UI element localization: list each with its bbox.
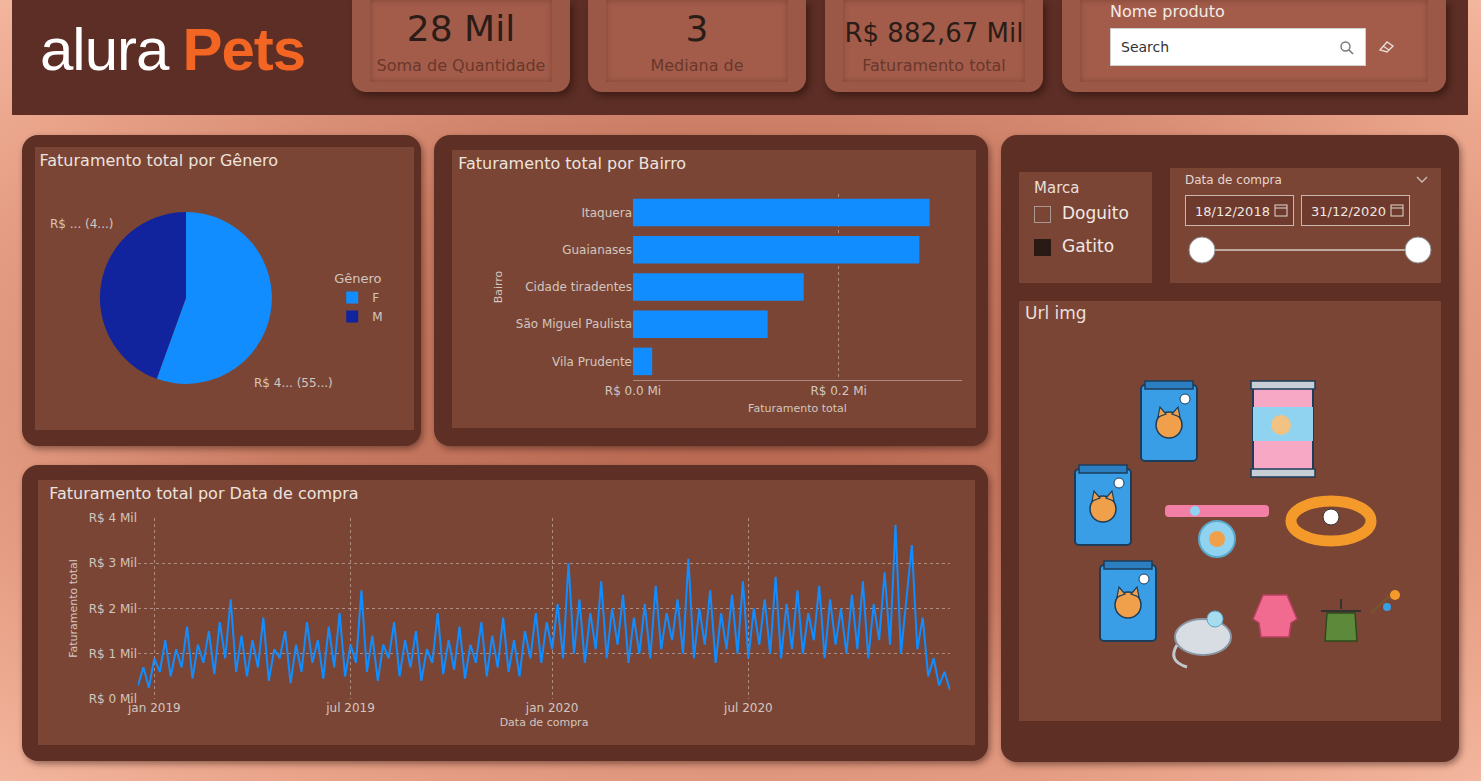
svg-text:R$ 2 Mil: R$ 2 Mil: [89, 602, 137, 616]
svg-text:jan 2020: jan 2020: [525, 701, 579, 715]
html-text:Search: Search: [1121, 39, 1170, 55]
svg-text:Gênero: Gênero: [334, 271, 381, 286]
svg-text:Faturamento total: Faturamento total: [67, 559, 80, 658]
html-text:Data de compra: Data de compra: [1185, 173, 1282, 187]
html-text:Gatito: Gatito: [1062, 236, 1114, 256]
html-text:Mediana de: Mediana de: [650, 56, 744, 75]
svg-text:R$ 1 Mil: R$ 1 Mil: [89, 647, 137, 661]
svg-text:Data de compra: Data de compra: [500, 716, 589, 729]
html-text:Soma de Quantidade: Soma de Quantidade: [376, 56, 546, 75]
svg-text:Cidade tiradentes: Cidade tiradentes: [525, 280, 632, 294]
html-text:18/12/2018: 18/12/2018: [1195, 204, 1270, 219]
svg-text:Faturamento total por Bairro: Faturamento total por Bairro: [458, 154, 686, 173]
html-text:alura Pets: alura Pets: [40, 16, 306, 83]
svg-text:R$ 0.0 Mi: R$ 0.0 Mi: [605, 384, 661, 398]
svg-text:R$ 4... (55...): R$ 4... (55...): [254, 376, 333, 390]
svg-text:São Miguel Paulista: São Miguel Paulista: [516, 317, 632, 331]
svg-text:R$ 3 Mil: R$ 3 Mil: [89, 556, 137, 570]
svg-text:M: M: [372, 310, 382, 324]
svg-text:Vila Prudente: Vila Prudente: [552, 355, 632, 369]
html-text:Faturamento total: Faturamento total: [862, 56, 1006, 75]
svg-text:Guaianases: Guaianases: [562, 243, 632, 257]
html-text:3: 3: [685, 8, 709, 49]
svg-text:Faturamento total por Data de: Faturamento total por Data de compra: [49, 484, 358, 503]
svg-text:jul 2020: jul 2020: [723, 701, 773, 715]
html-text:Nome produto: Nome produto: [1110, 2, 1225, 21]
svg-text:F: F: [372, 291, 379, 305]
svg-text:jul 2019: jul 2019: [325, 701, 375, 715]
html-text:Marca: Marca: [1034, 179, 1080, 197]
svg-text:Faturamento total por Gênero: Faturamento total por Gênero: [40, 151, 279, 170]
svg-text:R$ 4 Mil: R$ 4 Mil: [89, 511, 137, 525]
svg-text:R$ 0 Mil: R$ 0 Mil: [89, 692, 137, 706]
svg-text:Faturamento total: Faturamento total: [748, 402, 847, 415]
svg-text:Itaquera: Itaquera: [582, 206, 633, 220]
svg-text:Bairro: Bairro: [492, 270, 505, 303]
svg-text:R$ 0.2 Mi: R$ 0.2 Mi: [810, 384, 866, 398]
html-text:Doguito: Doguito: [1062, 203, 1129, 223]
svg-text:R$ ... (4...): R$ ... (4...): [50, 217, 114, 231]
html-text:Url img: Url img: [1025, 303, 1087, 323]
html-text:31/12/2020: 31/12/2020: [1311, 204, 1386, 219]
html-text:R$ 882,67 Mil: R$ 882,67 Mil: [844, 18, 1024, 48]
html-text:28 Mil: 28 Mil: [406, 8, 516, 49]
svg-text:jan 2019: jan 2019: [127, 701, 181, 715]
